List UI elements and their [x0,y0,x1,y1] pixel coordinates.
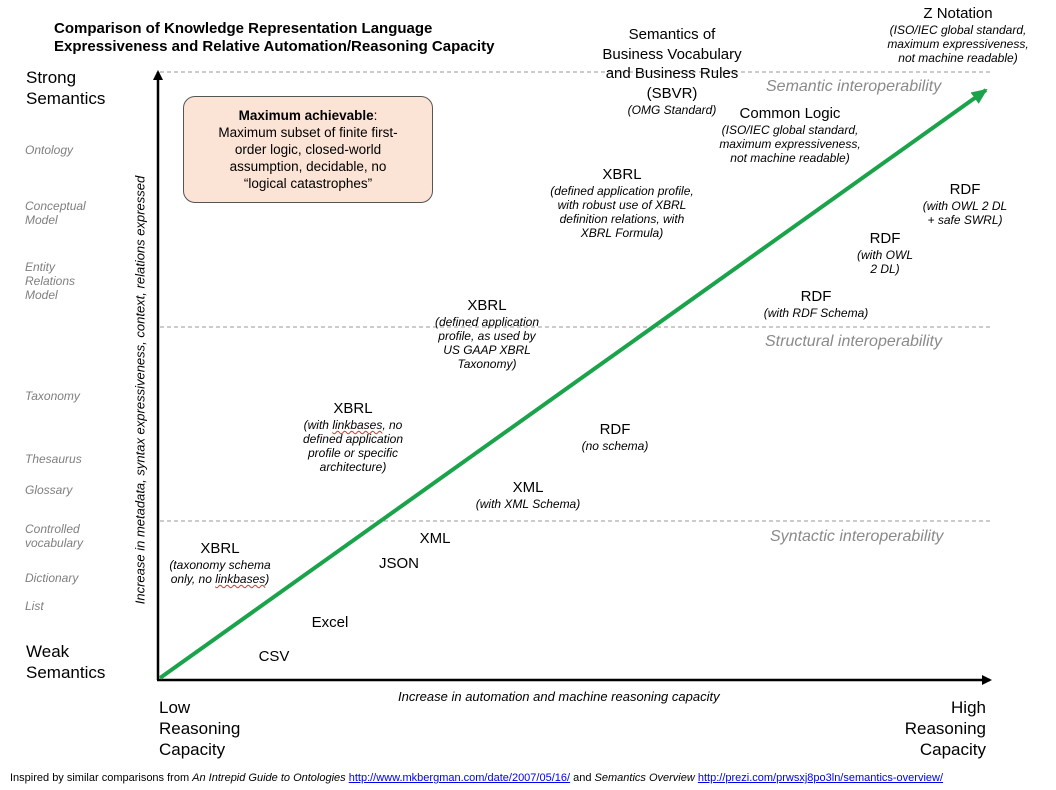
node-name: XBRL [467,297,507,314]
level-thesaurus: Thesaurus [25,452,82,466]
node-xbrl-formula: XBRL (defined application profile, with … [532,166,712,240]
y-axis-label: Increase in metadata, syntax expressiven… [132,175,148,605]
node-name: XBRL [333,400,373,417]
node-name: XML [419,530,451,547]
x-axis-label: Increase in automation and machine reaso… [398,689,720,704]
node-name: Semantics of Business Vocabulary and Bus… [602,26,742,102]
y-axis-top-label: Strong Semantics [26,68,106,108]
node-name: RDF [599,421,631,438]
node-xbrl-linkbases: XBRL (with linkbases, no defined applica… [288,400,418,474]
node-excel: Excel [300,614,360,632]
zone-structural-label: Structural interoperability [765,333,942,350]
level-controlled-vocabulary: Controlled vocabulary [25,522,84,550]
node-name: RDF [869,230,901,247]
node-note: (with RDF Schema) [763,306,869,320]
node-name: Excel [311,614,349,631]
footer-source1-title: An Intrepid Guide to Ontologies [192,772,346,784]
node-z-notation: Z Notation (ISO/IEC global standard, max… [868,5,1048,65]
node-note: (defined application profile, with robus… [550,184,694,240]
footer-source2-title: Semantics Overview [594,772,695,784]
maximum-achievable-callout: Maximum achievable: Maximum subset of fi… [183,96,433,203]
node-note-pre: (taxonomy schema only, no [169,558,271,586]
diagram-title: Comparison of Knowledge Representation L… [54,20,495,55]
callout-body: Maximum subset of finite first- order lo… [218,125,398,191]
node-note: (defined application profile, as used by… [434,315,540,371]
node-name: CSV [258,648,290,665]
zone-semantic-label: Semantic interoperability [766,78,942,95]
node-xml: XML [410,530,460,548]
node-name: XML [512,479,544,496]
node-xbrl-us-gaap: XBRL (defined application profile, as us… [418,297,556,371]
node-note-post: ) [265,572,270,586]
node-note-keyword: linkbases [215,572,266,586]
footer-credits: Inspired by similar comparisons from An … [10,772,943,784]
node-note-pre: (with [303,418,333,432]
node-json: JSON [370,555,428,573]
node-note: (with OWL 2 DL + safe SWRL) [922,199,1008,227]
node-note: (with OWL 2 DL) [856,248,913,276]
level-list: List [25,599,44,613]
node-note: (ISO/IEC global standard, maximum expres… [887,23,1029,65]
node-name: XBRL [602,166,642,183]
trend-arrow [158,88,988,680]
node-name: RDF [949,181,981,198]
node-rdf-no-schema: RDF (no schema) [560,421,670,453]
level-conceptual-model: Conceptual Model [25,199,86,227]
node-name: Z Notation [923,5,993,22]
footer-prefix: Inspired by similar comparisons from [10,772,193,784]
node-note: (no schema) [581,439,649,453]
level-entity-relations-model: Entity Relations Model [25,260,76,302]
callout-title: Maximum achievable [238,108,374,123]
node-note-post: , no defined application profile or spec… [302,418,404,474]
node-rdf-owl2dl: RDF (with OWL 2 DL) [840,230,930,276]
node-xbrl-taxonomy: XBRL (taxonomy schema only, no linkbases… [160,540,280,586]
node-note: (with XML Schema) [475,497,581,511]
callout-title-colon: : [373,108,378,123]
node-name: RDF [800,288,832,305]
node-sbvr: Semantics of Business Vocabulary and Bus… [582,25,762,117]
level-glossary: Glossary [25,483,73,497]
node-xml-schema: XML (with XML Schema) [460,479,596,511]
node-name: XBRL [200,540,240,557]
level-ontology: Ontology [25,143,74,157]
footer-source2-link[interactable]: http://prezi.com/prwsxj8po3ln/semantics-… [697,772,944,784]
node-rdf-owl2dl-swrl: RDF (with OWL 2 DL + safe SWRL) [905,181,1025,227]
node-note: (ISO/IEC global standard, maximum expres… [719,123,861,165]
footer-source1-link[interactable]: http://www.mkbergman.com/date/2007/05/16… [348,772,571,784]
node-csv: CSV [248,648,300,666]
level-dictionary: Dictionary [25,571,79,585]
node-note: (OMG Standard) [627,103,717,117]
zone-syntactic-label: Syntactic interoperability [770,528,944,545]
node-note-keyword: linkbases [332,418,383,432]
footer-mid: and [570,772,595,784]
x-axis-right-label: High Reasoning Capacity [904,698,986,759]
y-axis-bottom-label: Weak Semantics [26,642,106,682]
node-common-logic: Common Logic (ISO/IEC global standard, m… [700,105,880,165]
x-axis-left-label: Low Reasoning Capacity [159,698,241,759]
node-rdf-schema: RDF (with RDF Schema) [750,288,882,320]
node-name: JSON [378,555,419,572]
node-name: Common Logic [739,105,841,122]
level-taxonomy: Taxonomy [25,389,80,403]
